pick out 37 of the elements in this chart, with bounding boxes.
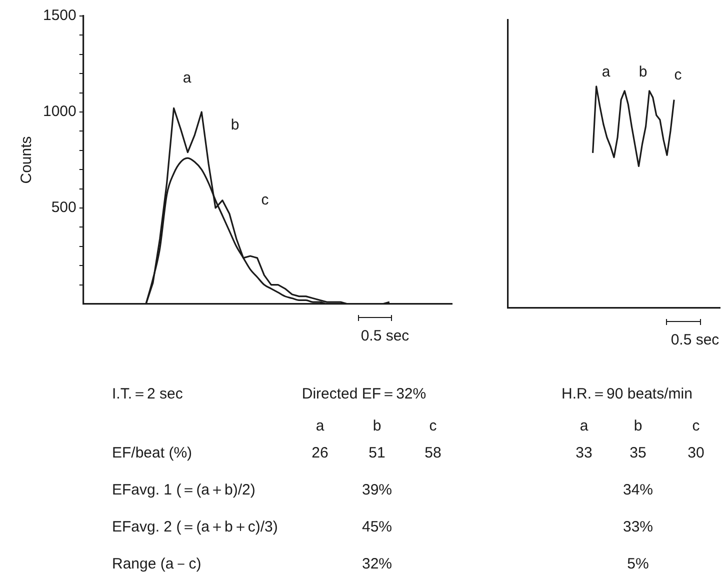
text: a <box>602 64 610 80</box>
text: 0.5 sec <box>670 332 720 348</box>
text: 33 <box>576 444 592 462</box>
text: c <box>674 66 682 84</box>
text: 32% <box>362 556 392 572</box>
text: 5% <box>627 556 649 572</box>
text: 30 <box>688 444 704 462</box>
text: 34% <box>622 482 654 498</box>
text: c <box>429 418 437 434</box>
text: a <box>580 418 588 434</box>
text: 33% <box>622 518 654 536</box>
y-tick-label: 1500 <box>42 7 76 24</box>
text: b <box>634 418 642 434</box>
text: EF/beat (%) <box>112 444 192 462</box>
annotation: c <box>261 192 269 208</box>
text: c <box>692 418 700 434</box>
text: 35 <box>630 444 646 462</box>
y-axis-title: Counts <box>18 136 36 184</box>
text: Range (a－c) <box>112 554 202 574</box>
text: H.R.＝90 beats/min <box>562 384 692 404</box>
text: EFavg. 2 (＝(a＋b＋c)/3) <box>112 518 278 536</box>
text: 26 <box>312 444 328 462</box>
text: 0.5 sec <box>360 328 410 344</box>
text: 45% <box>362 518 392 536</box>
text: I.T.＝2 sec <box>112 384 183 404</box>
text: Directed EF＝32% <box>302 384 426 404</box>
text: 58 <box>424 444 442 462</box>
text: 51 <box>368 444 386 462</box>
text: EFavg. 1 (＝(a＋b)/2) <box>112 480 256 500</box>
text: 39% <box>362 482 392 498</box>
text: b <box>372 418 382 434</box>
y-tick-label: 500 <box>51 199 76 216</box>
text: a <box>316 418 324 434</box>
annotation: a <box>182 70 192 86</box>
text: b <box>638 64 648 80</box>
y-tick-label: 1000 <box>42 103 76 120</box>
annotation: b <box>230 116 240 134</box>
